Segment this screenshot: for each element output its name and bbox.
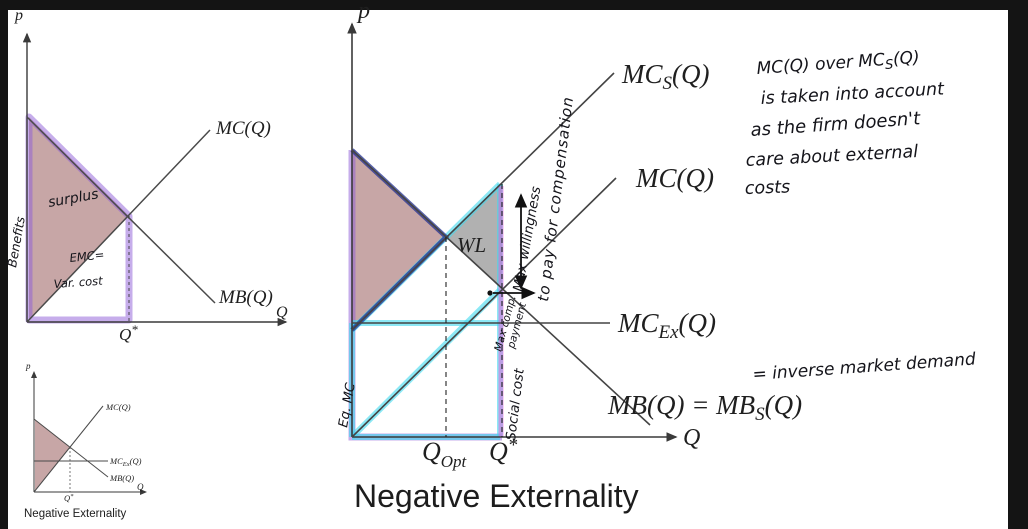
left-mb-label: MB(Q) bbox=[218, 287, 273, 308]
slide-title: Negative Externality bbox=[354, 478, 639, 514]
thumb-mc-line bbox=[33, 405, 104, 493]
left-bar bbox=[0, 0, 8, 529]
left-mc-label: MC(Q) bbox=[215, 118, 271, 139]
wl-label: WL bbox=[457, 233, 486, 257]
mcs-line bbox=[351, 72, 615, 331]
left-p-axis-label: p bbox=[14, 7, 23, 24]
thumb-p-axis-label: p bbox=[25, 361, 31, 371]
left-mb-line bbox=[26, 116, 216, 304]
thumb-qstar-label: Q* bbox=[64, 493, 74, 503]
mcex-label: MCEx(Q) bbox=[617, 308, 716, 343]
left-diagram: p Q MC(Q) MB(Q) Q* Benefits surplus EMC=… bbox=[4, 7, 288, 344]
left-q-axis-label: Q bbox=[276, 304, 288, 321]
thumb-surplus-region bbox=[35, 420, 70, 490]
thumb-mc-label: MC(Q) bbox=[105, 402, 131, 412]
main-q-axis-label: Q bbox=[683, 425, 700, 451]
thumb-mcex-label: MCEx(Q) bbox=[109, 456, 142, 468]
thumb-mb-line bbox=[33, 418, 109, 478]
mc-line bbox=[351, 177, 617, 438]
qopt-label: QOpt bbox=[422, 437, 468, 471]
note-line-1: MC(Q) over MCS(Q) bbox=[756, 48, 921, 82]
mb-label: MB(Q) = MBS(Q) bbox=[607, 390, 802, 425]
qstar-label: Q* bbox=[489, 435, 518, 466]
social-surplus-region bbox=[352, 150, 446, 330]
intersection-dot bbox=[487, 290, 493, 296]
note-line-5: costs bbox=[744, 177, 790, 199]
surplus-region bbox=[29, 117, 129, 320]
main-p-axis-label: p bbox=[356, 0, 370, 24]
hw-varcost: Var. cost bbox=[53, 274, 103, 291]
left-mc-line bbox=[26, 129, 211, 323]
welfare-loss-region bbox=[446, 184, 502, 289]
left-qstar-label: Q* bbox=[119, 322, 138, 344]
top-bar bbox=[0, 0, 1028, 10]
mc-label: MC(Q) bbox=[635, 163, 714, 193]
mb-line bbox=[351, 149, 651, 426]
right-bar bbox=[1008, 0, 1028, 529]
thumb-mb-label: MB(Q) bbox=[109, 473, 134, 483]
mcs-label: MCS(Q) bbox=[621, 59, 709, 94]
thumb-caption: Negative Externality bbox=[24, 508, 127, 520]
thumb-q-axis-label: Q bbox=[137, 482, 144, 492]
thumbnail-diagram: p Q MC(Q) MCEx(Q) MB(Q) Q* Negative Exte… bbox=[24, 361, 147, 520]
hw-emc: EMC= bbox=[69, 247, 105, 265]
